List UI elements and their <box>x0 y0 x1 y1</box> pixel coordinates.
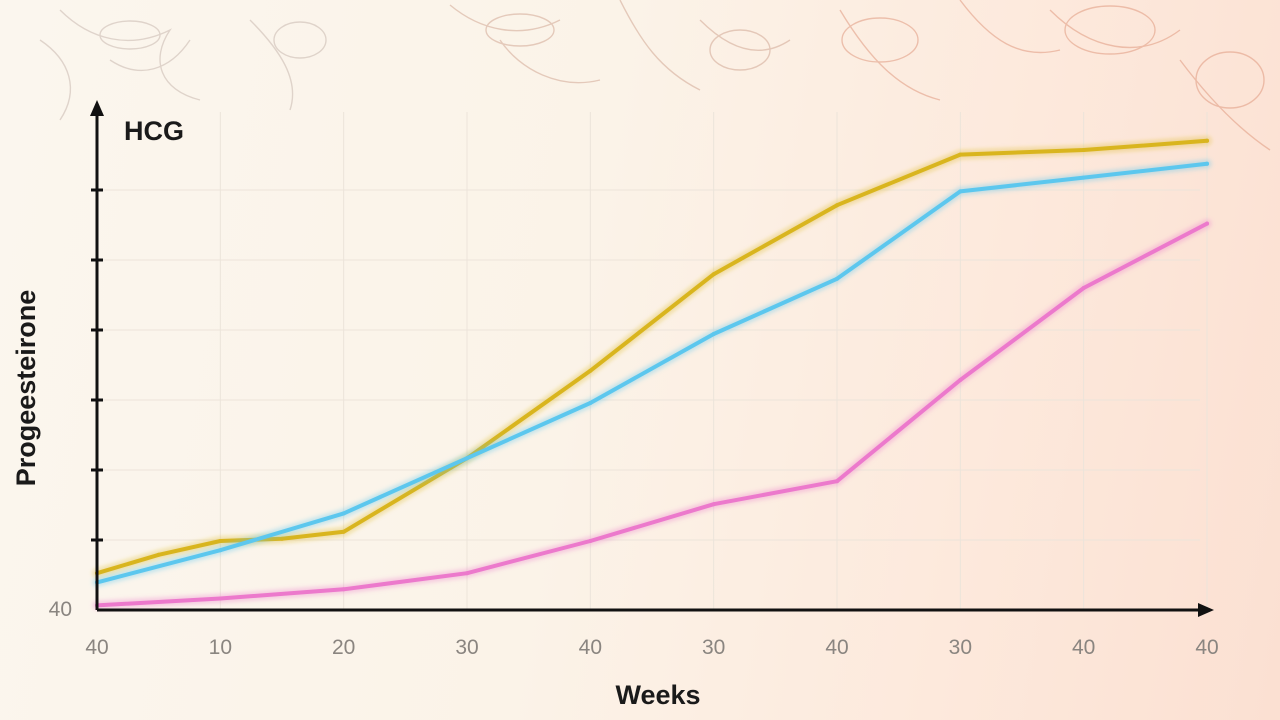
series-point <box>341 511 346 516</box>
series-point <box>588 401 593 405</box>
series-point <box>218 596 223 601</box>
flower-sketch-left <box>39 9 327 121</box>
series-lines <box>92 136 1212 610</box>
x-tick-label: 10 <box>209 636 232 659</box>
x-tick-label: 30 <box>949 636 972 659</box>
series-point <box>341 529 346 534</box>
series-point <box>465 456 469 461</box>
flower-sketch-right <box>839 0 1271 151</box>
x-tick-label: 30 <box>702 636 725 659</box>
series-point <box>588 539 593 543</box>
y-tick-label: 40 <box>49 598 72 621</box>
series-point <box>1081 286 1086 290</box>
y-ticks <box>91 188 103 542</box>
series-line-glow <box>92 136 1212 578</box>
series-point <box>1081 148 1086 152</box>
series-line-glow <box>92 219 1212 610</box>
x-axis-label: Weeks <box>615 680 700 710</box>
series-point <box>1081 175 1086 180</box>
series-point <box>588 368 593 373</box>
flower-sketch-middle <box>449 0 791 91</box>
series-point <box>218 539 223 543</box>
series-line-3 <box>95 221 1209 608</box>
series-point <box>465 571 469 576</box>
x-tick-label: 40 <box>1195 636 1218 659</box>
x-tick-label: 20 <box>332 636 355 659</box>
series-point <box>711 502 716 507</box>
series-point <box>1205 221 1209 226</box>
series-point <box>1205 161 1209 166</box>
series-point <box>280 536 284 541</box>
x-tick-label: 40 <box>825 636 848 659</box>
series-point <box>156 552 161 557</box>
series-point <box>341 587 346 592</box>
x-tick-label: 40 <box>85 636 108 659</box>
series-point <box>218 548 223 553</box>
series-point <box>835 479 839 484</box>
series-point <box>711 332 716 336</box>
y-axis-arrow-icon <box>90 100 104 116</box>
series-point <box>711 272 716 277</box>
axes <box>90 100 1214 617</box>
series-point <box>958 152 963 157</box>
series-point <box>958 189 963 194</box>
series-point <box>1205 138 1209 143</box>
x-tick-labels: 40 10 20 30 40 30 40 30 40 40 <box>85 636 1218 659</box>
x-tick-label: 40 <box>1072 636 1095 659</box>
series-point <box>835 203 839 208</box>
y-axis-title: HCG <box>124 116 184 146</box>
x-tick-label: 30 <box>455 636 478 659</box>
x-axis-arrow-icon <box>1198 603 1214 617</box>
series-line-1 <box>95 138 1209 576</box>
x-tick-label: 40 <box>579 636 602 659</box>
series-point <box>835 276 839 281</box>
y-axis-label: Progeesteirone <box>11 290 41 487</box>
series-line-2 <box>95 161 1209 585</box>
series-point <box>958 378 963 382</box>
